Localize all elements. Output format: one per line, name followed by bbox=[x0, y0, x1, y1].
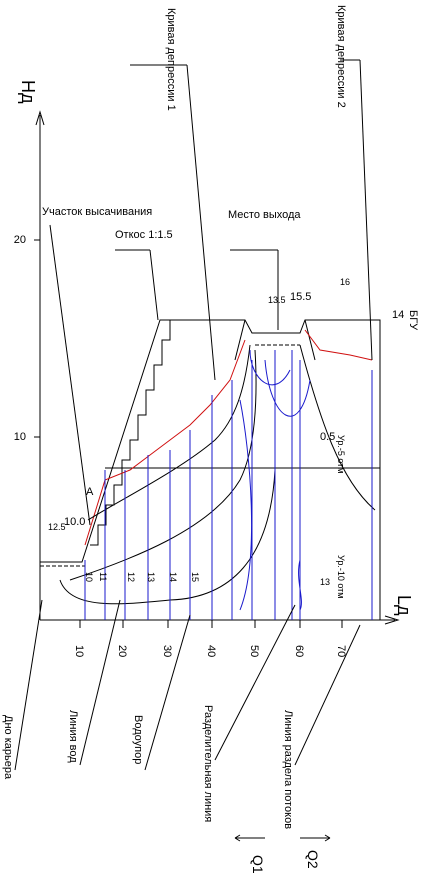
x-tick-label: 20 bbox=[116, 645, 128, 657]
y-tick-label: 20 bbox=[14, 234, 26, 246]
equipotential-label: 13 bbox=[146, 572, 156, 582]
x-tick-label: 60 bbox=[293, 645, 305, 657]
leader bbox=[186, 64, 216, 381]
label: Участок высачивания bbox=[42, 206, 152, 218]
leader bbox=[359, 59, 373, 361]
leader bbox=[14, 599, 43, 771]
label: Место выхода bbox=[228, 209, 301, 221]
bottom-label: Дно карьера bbox=[2, 715, 14, 780]
leader bbox=[49, 224, 91, 526]
equipotential-label: 10 bbox=[84, 572, 94, 582]
equipotential bbox=[239, 349, 311, 611]
x-axis-label: Lд bbox=[394, 595, 414, 616]
label: Q1 bbox=[250, 855, 266, 874]
slope-steps bbox=[90, 320, 171, 546]
x-arrow bbox=[384, 615, 400, 625]
flow-line bbox=[69, 349, 257, 581]
label: Кривая депрессии 1 bbox=[165, 8, 177, 111]
flow-arrows bbox=[234, 834, 331, 842]
leader bbox=[149, 249, 159, 321]
y-tick-label: 10 bbox=[14, 431, 26, 443]
label: Q2 bbox=[305, 850, 321, 869]
label: Откос 1:1.5 bbox=[115, 229, 173, 241]
label: 12.5 bbox=[48, 522, 66, 532]
bottom-label: Разделительная линия bbox=[202, 705, 214, 822]
label: 15.5 bbox=[290, 291, 311, 303]
leader bbox=[144, 614, 191, 771]
y-axis-label: Нд bbox=[18, 80, 38, 104]
label: 14 bbox=[392, 309, 404, 321]
bottom-label: Линия вод bbox=[67, 710, 79, 763]
label: 16 bbox=[340, 277, 350, 287]
label: 10.0 bbox=[64, 516, 85, 528]
label: 0.5 bbox=[320, 431, 335, 443]
equipotential-label: 15 bbox=[190, 572, 200, 582]
x-tick-label: 70 bbox=[335, 645, 347, 657]
inner-slope bbox=[234, 319, 316, 361]
flow-line bbox=[59, 469, 276, 605]
dam-outline bbox=[40, 319, 381, 620]
x-tick-label: 50 bbox=[248, 645, 260, 657]
equipotential-label: 12 bbox=[126, 572, 136, 582]
flow-line bbox=[299, 344, 376, 511]
label: 13.5 bbox=[268, 295, 286, 305]
bottom-label: Линия раздела потоков bbox=[282, 710, 294, 829]
depression-curve bbox=[84, 329, 373, 546]
equipotential-label: 11 bbox=[98, 572, 108, 581]
equipotential-label: 14 bbox=[168, 572, 178, 582]
equipotential bbox=[84, 350, 373, 620]
flow-line bbox=[87, 344, 251, 521]
leader bbox=[294, 624, 361, 766]
bottom-label: Водоупор bbox=[132, 715, 144, 764]
label: Ур.-5 отм bbox=[336, 435, 346, 473]
label: 13 bbox=[320, 577, 330, 587]
label: Ур.-10 отм bbox=[336, 555, 346, 598]
y-arrow bbox=[35, 110, 45, 126]
leader bbox=[79, 599, 121, 766]
x-tick-label: 30 bbox=[161, 645, 173, 657]
label: Кривая депрессии 2 bbox=[335, 5, 347, 108]
x-tick-label: 40 bbox=[205, 645, 217, 657]
x-tick-label: 10 bbox=[73, 645, 85, 657]
label: A bbox=[86, 486, 94, 498]
label: БГУ bbox=[407, 310, 419, 331]
leader bbox=[214, 604, 296, 761]
